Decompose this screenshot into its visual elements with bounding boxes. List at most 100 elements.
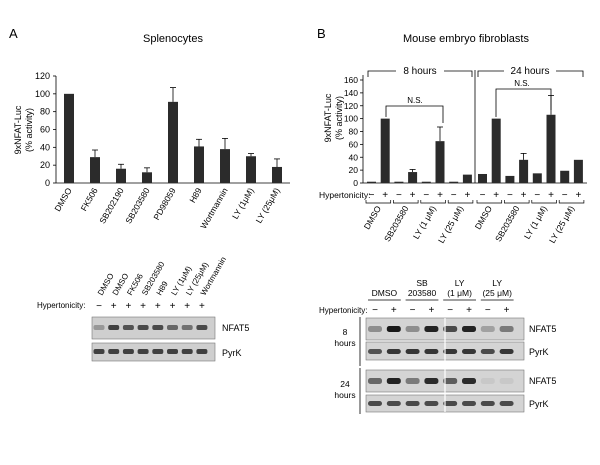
chart-b-ns-bracket-8h [385,105,444,123]
chart-b-tick-label: 160 [344,75,358,85]
chart-b-group-label: LY (1 μM) [411,204,438,241]
chart-a-bar [116,168,126,183]
chart-b-group-bracket [447,200,474,204]
blot-b-pyrk-band [462,349,476,354]
chart-b-y-ticks: 0 20 40 60 80 100 120 140 160 [344,75,363,188]
chart-a-bar [168,101,178,183]
blot-b-nfat5-band [368,326,382,332]
blot-b-8h-nfat5-label: NFAT5 [529,324,556,334]
blot-b-sign: + [428,305,434,316]
chart-a-bar [194,146,204,183]
chart-b-group-bracket [558,200,585,204]
blot-a-nfat5-band [137,325,149,330]
blot-b-sign: + [391,305,397,316]
blot-b-pyrk-band [368,401,382,406]
chart-a-bars [64,87,282,183]
blot-a-pyrk-band [152,349,164,354]
chart-b-group-label: LY (25 μM) [436,204,465,245]
chart-b-ns-bracket-24h [495,88,552,117]
blot-a-nfat5-band [152,325,164,330]
blot-b-sign: − [485,305,491,316]
chart-a-category-label: DMSO [52,186,74,213]
chart-b-tick-label: 0 [353,178,358,188]
chart-b-sign: − [534,190,540,201]
blot-b-pyrk-band [405,349,420,354]
chart-b-bar [560,170,570,183]
blot-b-pyrk-band [480,401,495,406]
chart-b-sign: − [507,190,513,201]
chart-b-sign: + [493,190,499,201]
chart-b-sign: − [396,190,402,201]
blot-a-sign: + [199,301,205,312]
chart-a-y-ticks: 0 20 40 60 80 100 120 [35,71,56,188]
chart-b-group-label: DMSO [473,204,495,231]
blot-b-8h-time-unit: hours [334,338,355,348]
chart-b-signs: − + − + − + − + − + − + − + − + [369,190,582,201]
chart-b-bar [532,173,542,183]
chart-b-group-bracket [420,200,446,204]
chart-b-sign: + [521,190,527,201]
chart-b-bar [519,159,529,183]
blot-b-group-label: DMSO [372,288,398,298]
chart-b-tick-label: 60 [349,139,359,149]
blot-b-sign: + [504,305,510,316]
blot-b-nfat5-band [462,326,476,332]
chart-b-sign: − [480,190,486,201]
chart-b-ylabel-line1: 9xNFAT-Luc [323,93,333,142]
blot-b-pyrk-band [462,401,476,406]
chart-b-tick-label: 140 [344,88,358,98]
chart-a: 9xNFAT-Luc (% activity) 020406080100120 … [13,71,290,231]
blot-a-bands [93,325,208,354]
blot-b-group-label: SB [416,278,428,288]
blot-b-nfat5-band [424,326,439,332]
blot-a-nfat5-band [108,325,120,330]
blot-a-pyrk-band [181,349,193,354]
panel-b-letter: B [317,26,326,41]
chart-b-tick-label: 40 [349,152,359,162]
chart-b-group-bracket [476,200,503,204]
chart-b-period-label-bg-8h [396,63,444,77]
blot-b-pyrk-band [368,349,382,354]
blot-a-sign: + [140,301,146,312]
blot-b-group-label: 203580 [408,288,437,298]
chart-b-bar [573,159,583,183]
blot-b-pyrk-band [424,349,439,354]
blot-a-pyrk-band [122,349,134,354]
chart-a-ylabel-line2: (% activity) [24,108,34,152]
chart-b-tick-label: 120 [344,101,358,111]
chart-a-category-label: FK506 [79,186,100,213]
blot-a-nfat5-band [181,325,193,330]
chart-b-group-label: LY (25 μM) [547,204,576,245]
chart-b-sign: + [464,190,470,201]
blot-b-pyrk-band [424,401,439,406]
chart-b-group-bracket [393,200,419,204]
chart-a-tick-label: 40 [40,142,50,152]
blot-a-nfat5-band [93,325,105,330]
chart-b: 9xNFAT-Luc (% activity) 8 hours 24 hours… [319,63,587,245]
blot-b-sign: − [410,305,416,316]
chart-a-tick-label: 100 [35,89,50,99]
blot-a-sign: + [184,301,190,312]
blot-b-nfat5-band [499,326,514,332]
chart-b-bar [367,181,376,183]
chart-a-category-label: H89 [187,186,204,205]
chart-a-bar [90,157,100,183]
chart-b-bar [380,118,390,183]
panel-a-title: Splenocytes [143,33,203,45]
blot-a-nfat5-label: NFAT5 [222,323,249,333]
chart-b-ns-label-24h: N.S. [514,79,530,88]
chart-b-sign: − [369,190,375,201]
chart-b-tick-label: 20 [349,165,359,175]
chart-b-group-label: LY (1 μM) [522,204,549,241]
chart-b-group-label: SB203580 [382,204,411,244]
blot-b-nfat5-band [499,378,514,384]
blot-b-nfat5-band [480,326,495,332]
chart-a-category-label: SB202190 [97,186,126,226]
chart-b-sign: + [575,190,581,201]
blot-a-sign: + [155,301,161,312]
chart-b-group-label: SB203580 [493,204,522,244]
blot-b-pyrk-band [499,349,514,354]
blot-a-pyrk-band [93,349,105,354]
